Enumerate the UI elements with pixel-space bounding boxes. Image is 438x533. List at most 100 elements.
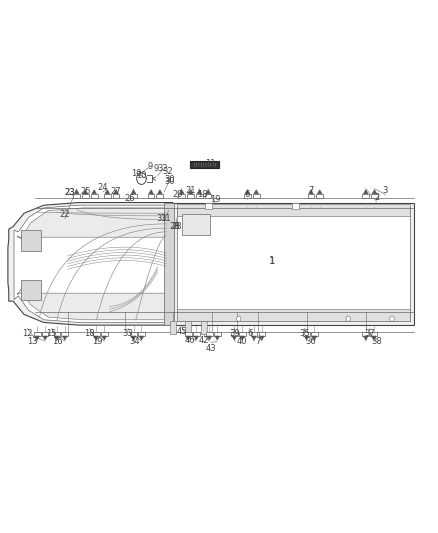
Polygon shape <box>149 190 153 194</box>
Polygon shape <box>14 205 171 322</box>
Bar <box>362 332 369 336</box>
Text: 38: 38 <box>371 337 382 345</box>
Text: 28: 28 <box>170 222 180 231</box>
Bar <box>205 203 212 209</box>
Text: 3: 3 <box>383 186 388 195</box>
Text: 46: 46 <box>184 336 195 344</box>
Text: 20: 20 <box>172 190 183 198</box>
Polygon shape <box>83 190 88 194</box>
Polygon shape <box>188 190 193 194</box>
Polygon shape <box>94 336 99 340</box>
Text: 12: 12 <box>22 329 32 338</box>
Bar <box>253 194 260 198</box>
Polygon shape <box>18 289 171 320</box>
Polygon shape <box>102 336 106 340</box>
Circle shape <box>237 316 241 321</box>
Text: 6: 6 <box>245 190 250 199</box>
Polygon shape <box>371 336 376 340</box>
Text: 18: 18 <box>85 329 95 338</box>
Text: 37: 37 <box>365 329 375 338</box>
Text: 6: 6 <box>247 329 252 338</box>
Text: 11: 11 <box>205 159 215 168</box>
Polygon shape <box>309 190 313 194</box>
Bar <box>34 332 41 336</box>
Text: 21: 21 <box>185 187 196 195</box>
Bar <box>138 332 145 336</box>
Bar <box>206 332 213 336</box>
Bar <box>370 332 377 336</box>
Bar <box>307 194 314 198</box>
Text: 36: 36 <box>306 337 316 345</box>
Text: 39: 39 <box>229 329 240 338</box>
Bar <box>156 194 163 198</box>
Polygon shape <box>18 208 171 239</box>
Bar <box>185 332 192 336</box>
Bar <box>371 194 378 198</box>
Polygon shape <box>240 336 244 340</box>
Polygon shape <box>131 190 136 194</box>
Text: 32: 32 <box>162 167 173 176</box>
Text: 42: 42 <box>198 336 209 344</box>
Polygon shape <box>139 336 144 340</box>
Bar <box>303 332 310 336</box>
Bar <box>82 194 89 198</box>
Text: 28: 28 <box>172 222 182 231</box>
Bar <box>182 214 210 235</box>
Text: 23: 23 <box>64 189 74 197</box>
Polygon shape <box>131 336 136 340</box>
Text: 33: 33 <box>123 329 133 338</box>
Bar <box>311 332 318 336</box>
Text: 45: 45 <box>177 327 187 336</box>
Bar <box>178 194 185 198</box>
Text: ||||||||||: |||||||||| <box>193 163 216 166</box>
Bar <box>201 321 207 334</box>
Bar <box>187 194 194 198</box>
Polygon shape <box>63 336 67 340</box>
Bar <box>164 203 174 325</box>
Polygon shape <box>207 336 212 340</box>
Polygon shape <box>35 336 39 340</box>
Polygon shape <box>114 190 118 194</box>
Text: 34: 34 <box>130 337 140 345</box>
Polygon shape <box>215 336 219 340</box>
Text: 30: 30 <box>165 175 175 183</box>
Bar <box>258 332 265 336</box>
Text: 26: 26 <box>124 194 134 203</box>
Text: 15: 15 <box>46 329 57 338</box>
Polygon shape <box>8 203 173 325</box>
Circle shape <box>390 316 394 321</box>
Text: 1: 1 <box>269 257 274 265</box>
Bar <box>173 203 414 325</box>
Polygon shape <box>55 336 59 340</box>
Bar <box>130 332 137 336</box>
Text: 30: 30 <box>165 177 175 185</box>
Text: 16: 16 <box>52 337 62 345</box>
Bar <box>148 194 155 198</box>
Bar <box>214 332 221 336</box>
Bar <box>113 194 120 198</box>
Bar <box>362 194 369 198</box>
Polygon shape <box>180 190 184 194</box>
Text: 1: 1 <box>268 256 275 266</box>
Bar <box>93 332 100 336</box>
Text: 9: 9 <box>148 162 153 171</box>
Text: 27: 27 <box>111 188 121 196</box>
Bar <box>21 280 41 300</box>
Text: 13: 13 <box>28 337 38 345</box>
Text: 31: 31 <box>157 214 167 223</box>
Bar <box>91 194 98 198</box>
Bar <box>239 332 246 336</box>
Text: 40: 40 <box>237 337 247 345</box>
Text: 10: 10 <box>131 169 142 177</box>
Bar <box>231 332 238 336</box>
Text: 24: 24 <box>98 183 108 192</box>
Bar <box>73 194 80 198</box>
Bar <box>42 332 49 336</box>
Bar <box>316 194 323 198</box>
Text: 9: 9 <box>153 165 159 173</box>
Polygon shape <box>364 190 368 194</box>
Polygon shape <box>364 336 368 340</box>
Text: 25: 25 <box>80 188 91 196</box>
Text: 19: 19 <box>92 337 102 345</box>
Polygon shape <box>252 336 256 340</box>
